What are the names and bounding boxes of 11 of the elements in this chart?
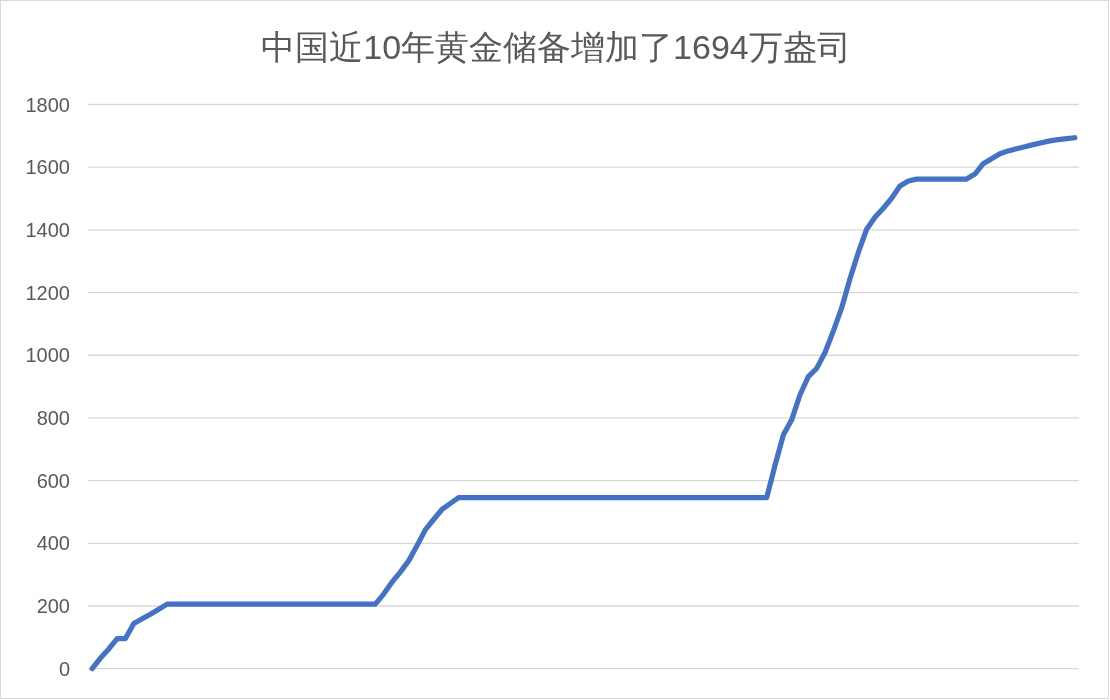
y-tick-label: 1600 xyxy=(25,156,70,179)
y-tick-label: 400 xyxy=(36,532,70,555)
y-tick-label: 200 xyxy=(36,595,70,618)
chart-title: 中国近10年黄金储备增加了1694万盎司 xyxy=(261,28,851,66)
y-tick-label: 1800 xyxy=(25,93,70,116)
y-tick-label: 600 xyxy=(36,469,70,492)
y-tick-label: 1200 xyxy=(25,281,70,304)
y-tick-label: 0 xyxy=(58,657,70,680)
y-tick-label: 1000 xyxy=(25,344,70,367)
y-tick-label: 800 xyxy=(36,406,70,429)
y-tick-label: 1400 xyxy=(25,218,70,241)
